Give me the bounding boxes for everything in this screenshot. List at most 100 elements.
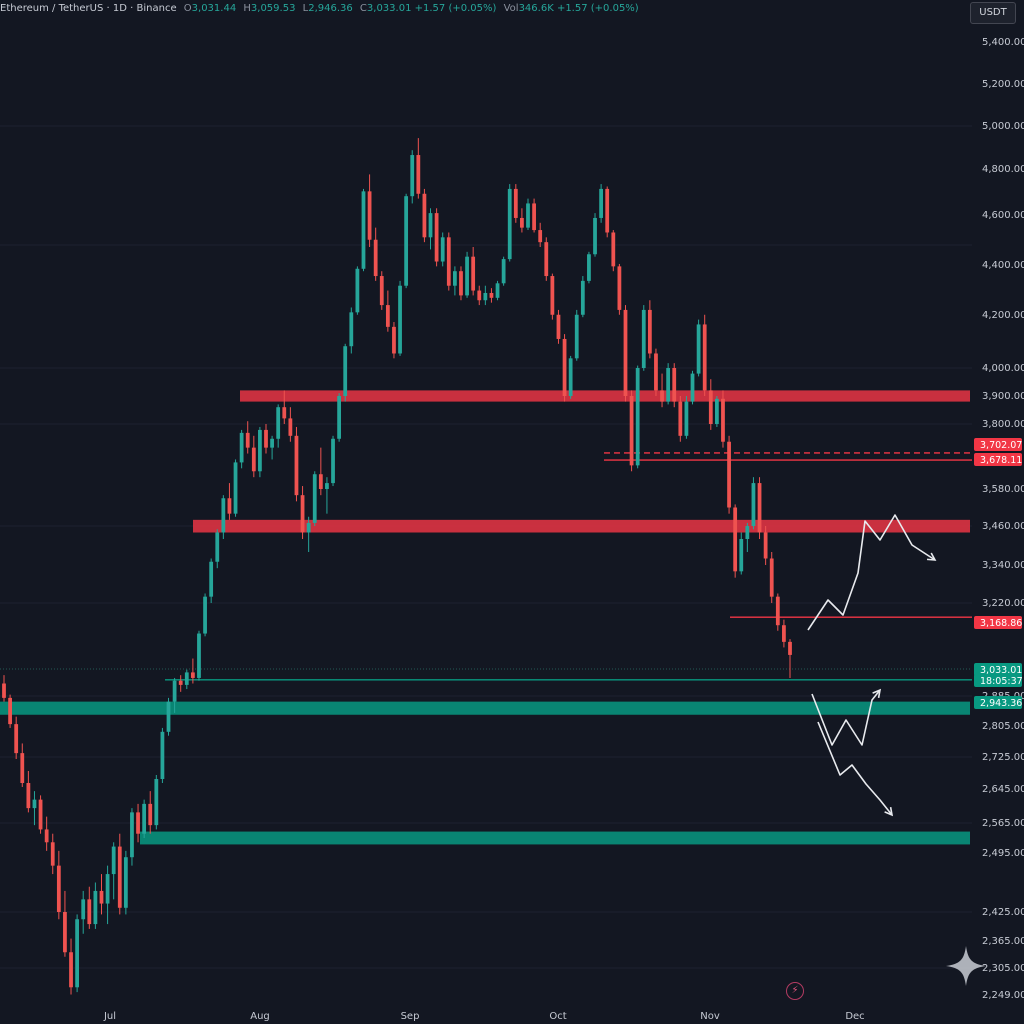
- candle-body: [111, 846, 116, 875]
- candle-body: [270, 438, 274, 448]
- close-label: C: [359, 3, 367, 14]
- time-tick-label: Sep: [401, 1011, 420, 1022]
- candle-body: [361, 191, 366, 269]
- price-tick-label: 3,580.00: [982, 484, 1024, 495]
- candle-body: [190, 672, 195, 678]
- interval-sep: ·: [106, 3, 113, 14]
- candle-body: [507, 188, 512, 260]
- price-tick-label: 2,725.00: [982, 752, 1024, 763]
- open-label: O: [183, 3, 192, 14]
- price-badge-label: 3,033.01: [980, 665, 1022, 676]
- candle-body: [264, 429, 268, 448]
- candle-body: [63, 912, 67, 953]
- price-tick-label: 3,220.00: [982, 598, 1024, 609]
- candle-body: [763, 532, 768, 559]
- candle-body: [227, 498, 232, 514]
- candle-body: [258, 429, 262, 472]
- exchange-sep: ·: [130, 3, 137, 14]
- candle-body: [587, 254, 591, 281]
- candle-body: [166, 701, 171, 732]
- candle-body: [465, 256, 469, 296]
- support-zone[interactable]: [140, 831, 970, 845]
- candle-body: [708, 390, 713, 424]
- arrow-head-icon: [872, 688, 882, 699]
- candle-body: [782, 625, 786, 642]
- candle-body: [99, 890, 104, 904]
- candle-body: [209, 561, 214, 597]
- candle-body: [69, 952, 73, 988]
- candle-body: [221, 498, 226, 533]
- lightning-icon[interactable]: ⚡: [786, 982, 804, 1000]
- candle-body: [702, 324, 707, 391]
- symbol-name: Ethereum / TetherUS: [0, 3, 104, 14]
- candle-body: [635, 368, 640, 466]
- price-tick-label: 2,249.00: [982, 990, 1024, 1001]
- projection-paths: [807, 514, 937, 817]
- change-value: +1.57 (+0.05%): [414, 3, 497, 14]
- low-value: 2,946.36: [308, 3, 353, 14]
- candle-body: [495, 283, 500, 298]
- candle-body: [617, 266, 622, 310]
- candle-body: [410, 155, 415, 197]
- candle-body: [105, 874, 110, 904]
- price-tick-label: 3,900.00: [982, 391, 1024, 402]
- price-badge-label: 2,943.36: [980, 698, 1022, 709]
- resistance-zone[interactable]: [240, 390, 970, 402]
- candle-body: [544, 242, 549, 277]
- candle-body: [416, 155, 421, 194]
- candle-body: [282, 407, 287, 419]
- open-value: 3,031.44: [191, 3, 237, 14]
- candle-body: [392, 326, 396, 354]
- candle-body: [2, 683, 6, 698]
- candle-body: [331, 438, 335, 484]
- price-levels: [165, 452, 972, 681]
- price-badge: [974, 616, 1022, 629]
- candle-body: [580, 280, 585, 315]
- candle-body: [568, 358, 573, 396]
- candle-body: [520, 217, 524, 228]
- candle-body: [428, 213, 433, 238]
- price-tick-label: 4,200.00: [982, 310, 1024, 321]
- price-tick-label: 3,800.00: [982, 419, 1024, 430]
- price-axis[interactable]: 5,400.00 5,200.00 5,000.00 4,800.00 4,600.00…: [982, 37, 1024, 1001]
- price-tick-label: 2,495.00: [982, 848, 1024, 859]
- candle-body: [239, 432, 244, 463]
- candle-body: [349, 312, 354, 347]
- resistance-zone[interactable]: [193, 519, 970, 533]
- candle-body: [197, 633, 201, 678]
- price-tick-label: 2,305.00: [982, 963, 1024, 974]
- price-badge: [974, 438, 1022, 451]
- time-tick-label: Dec: [845, 1011, 864, 1022]
- candle-body: [215, 532, 220, 562]
- candle-body: [142, 803, 147, 834]
- price-tick-label: 4,600.00: [982, 210, 1024, 221]
- candle-body: [172, 680, 177, 702]
- time-axis[interactable]: Jul Aug Sep Oct Nov Dec: [103, 1011, 865, 1022]
- candle-body: [751, 483, 756, 526]
- support-zone[interactable]: [0, 701, 970, 715]
- candle-body: [81, 899, 86, 920]
- candle-body: [38, 799, 43, 830]
- candle-body: [629, 396, 634, 466]
- candle-body: [696, 324, 701, 374]
- candle-body: [184, 672, 189, 685]
- candle-body: [605, 188, 610, 233]
- price-tick-label: 4,800.00: [982, 164, 1024, 175]
- price-badge-label: 3,702.07: [980, 440, 1022, 451]
- candle-body: [56, 865, 61, 912]
- arrow-head-icon: [926, 552, 937, 561]
- candle-body: [556, 314, 561, 339]
- candle-body: [739, 539, 744, 572]
- candle-body: [623, 309, 628, 396]
- candle-body: [526, 203, 530, 228]
- currency-unit-button[interactable]: USDT: [970, 2, 1016, 24]
- price-zones: [0, 390, 970, 845]
- symbol-legend[interactable]: Ethereum / TetherUS · 1D · Binance O3,03…: [0, 3, 639, 14]
- interval: 1D: [112, 3, 127, 14]
- candle-body: [788, 641, 792, 655]
- price-tick-label: 2,565.00: [982, 818, 1024, 829]
- high-value: 3,059.53: [250, 3, 296, 14]
- candlestick-series: [2, 138, 792, 995]
- candle-body: [337, 396, 342, 439]
